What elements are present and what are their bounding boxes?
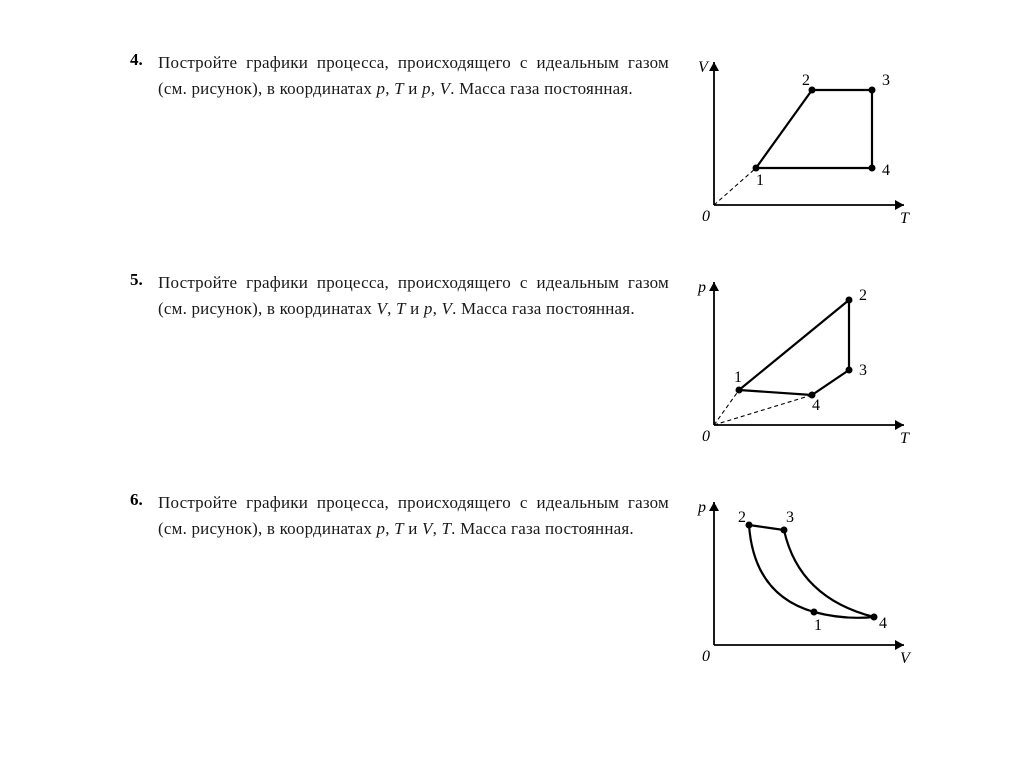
graph-pT-diagram: 0 Tp 1 2 3 4 xyxy=(694,270,924,450)
svg-text:4: 4 xyxy=(879,615,887,632)
svg-text:2: 2 xyxy=(738,509,746,526)
problem-number: 5. xyxy=(130,270,158,290)
problem-number: 4. xyxy=(130,50,158,70)
problem-4: 4.Постройте графики процесса, происходящ… xyxy=(130,50,924,230)
svg-text:T: T xyxy=(900,430,910,447)
svg-text:2: 2 xyxy=(859,287,867,304)
svg-text:V: V xyxy=(698,59,710,76)
problem-6: 6.Постройте графики процесса, происходящ… xyxy=(130,490,924,670)
svg-text:p: p xyxy=(697,279,706,296)
svg-text:p: p xyxy=(697,499,706,516)
problem-5: 5.Постройте графики процесса, происходящ… xyxy=(130,270,924,450)
graph-VT-diagram: 0 T V 1 2 3 4 xyxy=(694,50,924,230)
svg-text:0: 0 xyxy=(702,208,710,225)
svg-text:T: T xyxy=(900,210,910,227)
svg-text:1: 1 xyxy=(814,617,822,634)
svg-text:V: V xyxy=(900,650,912,667)
svg-text:3: 3 xyxy=(786,509,794,526)
graph-pV-diagram: 0 Vp 1 2 3 4 xyxy=(694,490,924,670)
svg-text:4: 4 xyxy=(882,162,890,179)
svg-text:3: 3 xyxy=(859,362,867,379)
problem-number: 6. xyxy=(130,490,158,510)
problem-text: Постройте графики процесса, происходящег… xyxy=(158,50,694,103)
problem-text: Постройте графики процесса, происходящег… xyxy=(158,270,694,323)
svg-text:2: 2 xyxy=(802,72,810,89)
svg-text:1: 1 xyxy=(756,172,764,189)
svg-text:0: 0 xyxy=(702,428,710,445)
svg-text:4: 4 xyxy=(812,397,820,414)
svg-text:1: 1 xyxy=(734,369,742,386)
svg-text:3: 3 xyxy=(882,72,890,89)
problem-text: Постройте графики процесса, происходящег… xyxy=(158,490,694,543)
svg-text:0: 0 xyxy=(702,648,710,665)
